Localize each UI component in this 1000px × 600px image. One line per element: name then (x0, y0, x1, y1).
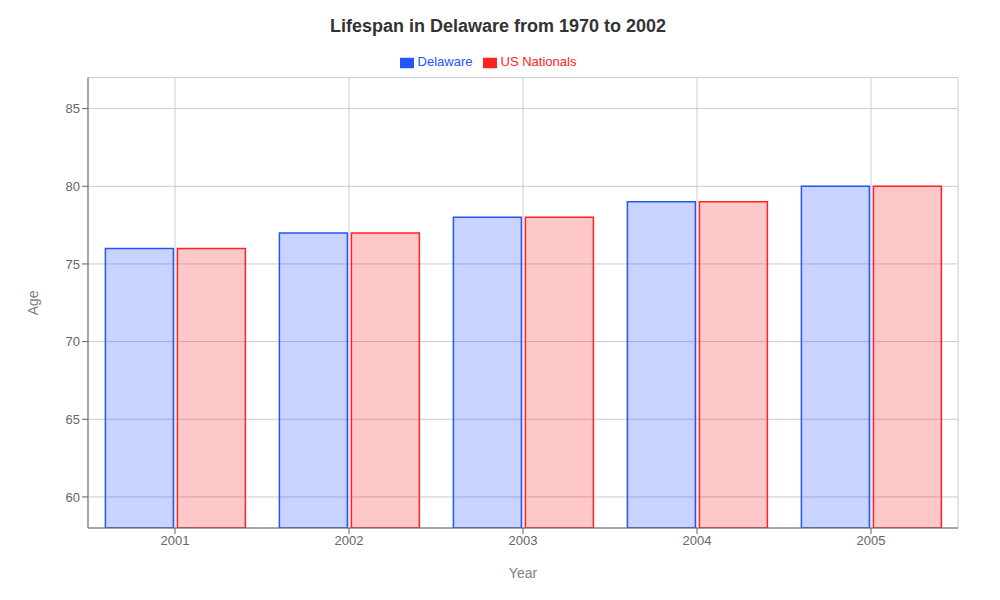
svg-text:2003: 2003 (509, 533, 538, 548)
html-text:US Nationals: US Nationals (500, 54, 577, 69)
svg-text:80: 80 (66, 179, 80, 194)
html-text:Delaware: Delaware (417, 54, 473, 69)
svg-text:70: 70 (66, 334, 80, 349)
svg-text:60: 60 (66, 490, 80, 505)
svg-text:Year: Year (509, 565, 538, 581)
svg-text:Age: Age (25, 290, 41, 315)
svg-text:2004: 2004 (683, 533, 712, 548)
svg-text:75: 75 (66, 257, 80, 272)
svg-text:2002: 2002 (335, 533, 364, 548)
svg-text:2001: 2001 (161, 533, 190, 548)
svg-text:2005: 2005 (857, 533, 886, 548)
svg-text:85: 85 (66, 101, 80, 116)
svg-text:65: 65 (66, 412, 80, 427)
html-text:Lifespan in Delaware from 1970: Lifespan in Delaware from 1970 to 2002 (329, 16, 667, 36)
